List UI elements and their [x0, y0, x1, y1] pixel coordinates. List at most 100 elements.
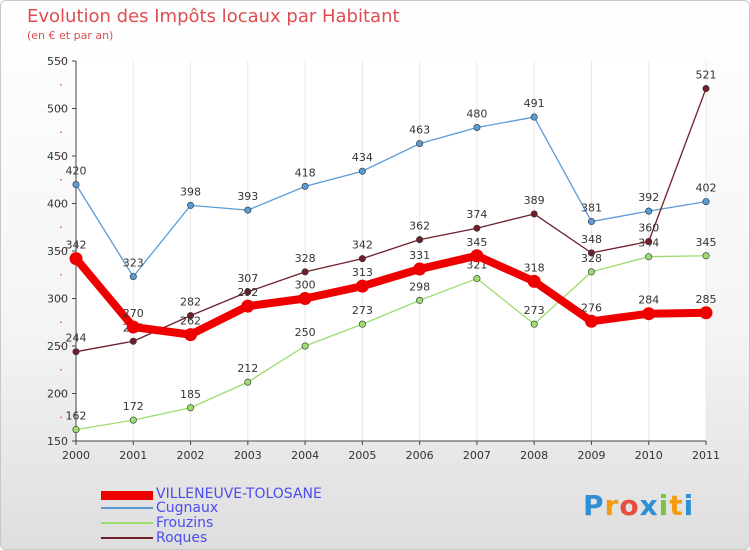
x-tick-label: 2008 [520, 449, 548, 462]
data-label: 398 [180, 185, 201, 198]
data-label: 185 [180, 388, 201, 401]
data-label: 463 [409, 124, 430, 137]
y-tick-label: 250 [47, 340, 68, 353]
data-point [301, 342, 309, 350]
data-point [72, 348, 80, 356]
chart-subtitle: (en € et par an) [27, 29, 114, 42]
series-line-roques [75, 87, 707, 353]
data-label: 480 [466, 108, 487, 121]
data-point [702, 85, 710, 93]
data-point [184, 328, 198, 342]
data-point [473, 275, 481, 283]
data-label: 300 [295, 279, 316, 292]
data-point [69, 252, 83, 266]
data-label: 250 [295, 326, 316, 339]
data-label: 307 [237, 272, 258, 285]
x-tick-label: 2001 [119, 449, 147, 462]
data-point [645, 253, 653, 261]
y-tick-label: 500 [47, 103, 68, 116]
data-label: 434 [352, 151, 373, 164]
x-tick-label: 2005 [348, 449, 376, 462]
series-line-cugnaux [75, 116, 707, 278]
x-tick-label: 2007 [463, 449, 491, 462]
data-point [584, 314, 598, 328]
data-label: 381 [581, 202, 602, 215]
proxiti-logo: Proxiti [583, 489, 694, 522]
data-label: 328 [295, 252, 316, 265]
data-label: 285 [696, 293, 717, 306]
legend-label-frouzins: Frouzins [156, 515, 214, 531]
data-point [244, 288, 252, 296]
data-point [699, 306, 713, 320]
data-label: 374 [466, 208, 487, 221]
data-point [645, 207, 653, 215]
x-tick-label: 2010 [635, 449, 663, 462]
data-point [530, 210, 538, 218]
logo-letter: o [619, 489, 640, 522]
data-point [587, 249, 595, 257]
data-point [187, 404, 195, 412]
data-label: 393 [237, 190, 258, 203]
data-label: 273 [352, 304, 373, 317]
x-tick-label: 2002 [177, 449, 205, 462]
data-point [358, 167, 366, 175]
data-point [244, 206, 252, 214]
data-point [587, 218, 595, 226]
data-point [530, 320, 538, 328]
legend-label-villeneuve: VILLENEUVE-TOLOSANE [156, 486, 322, 502]
data-label: 244 [66, 332, 87, 345]
data-point [702, 252, 710, 260]
data-label: 162 [66, 410, 87, 423]
logo-letter: r [604, 489, 620, 522]
chart-title: Evolution des Impôts locaux par Habitant [27, 6, 400, 27]
data-label: 392 [638, 191, 659, 204]
data-point [72, 181, 80, 189]
data-point [187, 312, 195, 320]
data-label: 298 [409, 280, 430, 293]
data-label: 521 [696, 69, 717, 82]
data-point [470, 249, 484, 263]
data-point [416, 140, 424, 148]
data-label: 282 [180, 296, 201, 309]
data-point [129, 416, 137, 424]
data-label: 362 [409, 220, 430, 233]
data-point [187, 201, 195, 209]
data-label: 273 [524, 304, 545, 317]
data-label: 262 [180, 315, 201, 328]
y-tick-label: 550 [47, 55, 68, 68]
data-point [129, 337, 137, 345]
legend-swatch-villeneuve [101, 491, 153, 500]
legend-label-roques: Roques [156, 530, 208, 546]
data-label: 402 [696, 182, 717, 195]
x-tick-label: 2009 [577, 449, 605, 462]
data-point [413, 262, 427, 276]
x-tick-label: 2006 [406, 449, 434, 462]
data-label: 360 [638, 222, 659, 235]
data-point [244, 378, 252, 386]
data-label: 418 [295, 166, 316, 179]
x-tick-label: 2011 [692, 449, 720, 462]
data-label: 345 [466, 236, 487, 249]
series-line-frouzins [75, 255, 707, 431]
data-label: 212 [237, 362, 258, 375]
y-tick-label: 350 [47, 245, 68, 258]
legend-swatch-frouzins [101, 522, 153, 524]
data-label: 348 [581, 233, 602, 246]
data-label: 491 [524, 97, 545, 110]
series-line-villeneuve-tolosane [72, 251, 710, 339]
y-tick-label: 450 [47, 150, 68, 163]
data-label: 172 [123, 400, 144, 413]
data-label: 313 [352, 266, 373, 279]
legend-swatch-roques [101, 537, 153, 539]
data-point [642, 307, 656, 321]
data-point [241, 299, 255, 313]
data-point [126, 320, 140, 334]
x-tick-label: 2004 [291, 449, 319, 462]
data-label: 345 [696, 236, 717, 249]
data-label: 328 [581, 252, 602, 265]
data-point [301, 182, 309, 190]
data-point [301, 268, 309, 276]
data-label: 420 [66, 165, 87, 178]
data-label: 331 [409, 249, 430, 262]
